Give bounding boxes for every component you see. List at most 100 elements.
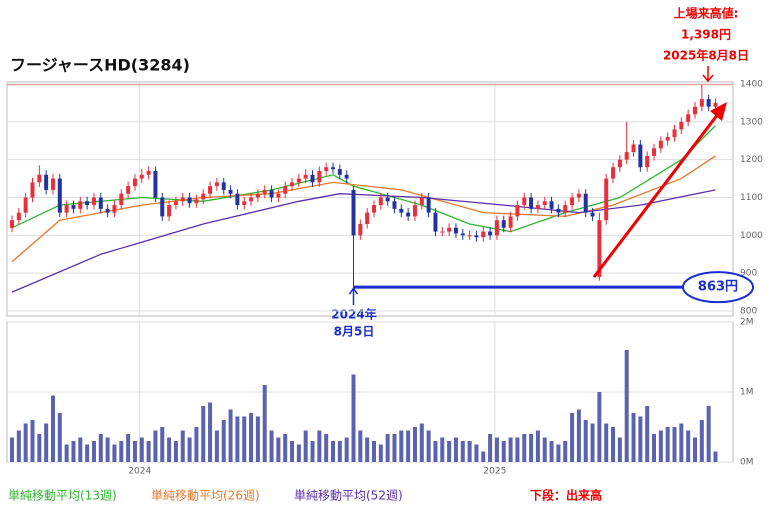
volume-bar	[214, 430, 219, 462]
volume-bar	[173, 441, 178, 462]
volume-bar	[453, 437, 458, 462]
volume-bar	[570, 413, 575, 462]
candle-body	[324, 167, 329, 172]
volume-bar	[604, 423, 609, 462]
candle-body	[515, 205, 520, 217]
candle-body	[16, 212, 21, 221]
volume-bar	[296, 444, 301, 462]
volume-bar	[406, 430, 411, 462]
volume-bar	[276, 437, 281, 462]
volume-bar	[652, 434, 657, 462]
volume-bar	[119, 441, 124, 462]
y-tick-label: 1400	[740, 80, 763, 90]
candle-body	[406, 212, 411, 217]
annotation: 2025年8月8日	[663, 48, 749, 63]
volume-bar	[262, 385, 267, 462]
candle-body	[563, 205, 568, 213]
candle-body	[481, 231, 486, 238]
volume-bar	[194, 427, 199, 462]
candle-body	[597, 220, 602, 277]
candle-body	[303, 174, 308, 179]
volume-bar	[481, 451, 486, 462]
volume-bar	[699, 420, 704, 462]
volume-bar	[399, 430, 404, 462]
candle-body	[201, 193, 206, 200]
candle-body	[71, 205, 76, 209]
candle-body	[139, 174, 144, 179]
annotation: 2024年	[331, 307, 376, 322]
candle-body	[419, 197, 424, 206]
candle-body	[276, 193, 281, 198]
candle-body	[10, 220, 14, 228]
volume-bar	[317, 430, 322, 462]
volume-bar	[30, 420, 35, 462]
volume-bar	[556, 444, 561, 462]
volume-bar	[392, 434, 397, 462]
volume-bar	[440, 437, 445, 462]
volume-bar	[91, 441, 96, 462]
candle-body	[208, 186, 213, 194]
candle-body	[119, 193, 124, 206]
candle-body	[296, 178, 301, 183]
volume-bar	[412, 427, 417, 462]
candle-body	[412, 205, 417, 217]
candle-body	[91, 197, 96, 206]
candle-body	[631, 144, 636, 153]
volume-bar	[167, 437, 172, 462]
candle-body	[235, 193, 240, 206]
candle-body	[652, 148, 657, 156]
candle-body	[494, 220, 499, 236]
volume-bar	[713, 451, 718, 462]
volume-bar	[98, 434, 103, 462]
candle-body	[98, 197, 103, 209]
volume-bar	[187, 437, 192, 462]
volume-bar	[467, 441, 472, 462]
volume-bar	[563, 441, 568, 462]
legend-entry: 単純移動平均(13週)	[8, 489, 117, 503]
candle-body	[385, 197, 390, 202]
volume-bar	[624, 350, 629, 462]
volume-bar	[658, 430, 663, 462]
candle-body	[194, 199, 199, 204]
candle-body	[399, 208, 404, 213]
volume-bar	[631, 413, 636, 462]
candle-body	[549, 201, 554, 209]
volume-bar	[365, 437, 370, 462]
candle-body	[467, 235, 472, 237]
y-tick-label: 1200	[740, 155, 763, 165]
candle-body	[460, 233, 465, 236]
volume-bar	[433, 441, 438, 462]
volume-bar	[447, 441, 452, 462]
candle-body	[331, 167, 336, 170]
volume-bar	[590, 423, 595, 462]
volume-bar	[501, 441, 506, 462]
candle-body	[508, 216, 513, 228]
candle-body	[337, 169, 342, 175]
volume-bar	[638, 416, 643, 462]
candle-body	[624, 152, 629, 160]
candle-body	[132, 178, 137, 187]
candle-body	[23, 197, 28, 213]
candle-body	[488, 231, 493, 236]
volume-bar	[126, 434, 131, 462]
volume-bar	[679, 423, 684, 462]
volume-bar	[371, 441, 376, 462]
candle-body	[290, 182, 295, 187]
candle-body	[57, 178, 62, 213]
candle-body	[590, 212, 595, 217]
volume-bar	[494, 437, 499, 462]
volume-bar	[583, 420, 588, 462]
candle-body	[699, 99, 704, 107]
candle-body	[713, 102, 718, 107]
candle-body	[173, 201, 178, 206]
volume-bar	[385, 434, 390, 462]
candle-body	[50, 178, 55, 190]
volume-bar	[71, 441, 76, 462]
volume-bar	[645, 406, 650, 462]
candle-body	[672, 129, 677, 137]
candle-body	[221, 182, 226, 190]
volume-bar	[515, 437, 520, 462]
volume-bar	[686, 430, 691, 462]
y-tick-label: 1300	[740, 117, 763, 127]
candle-body	[37, 174, 42, 183]
